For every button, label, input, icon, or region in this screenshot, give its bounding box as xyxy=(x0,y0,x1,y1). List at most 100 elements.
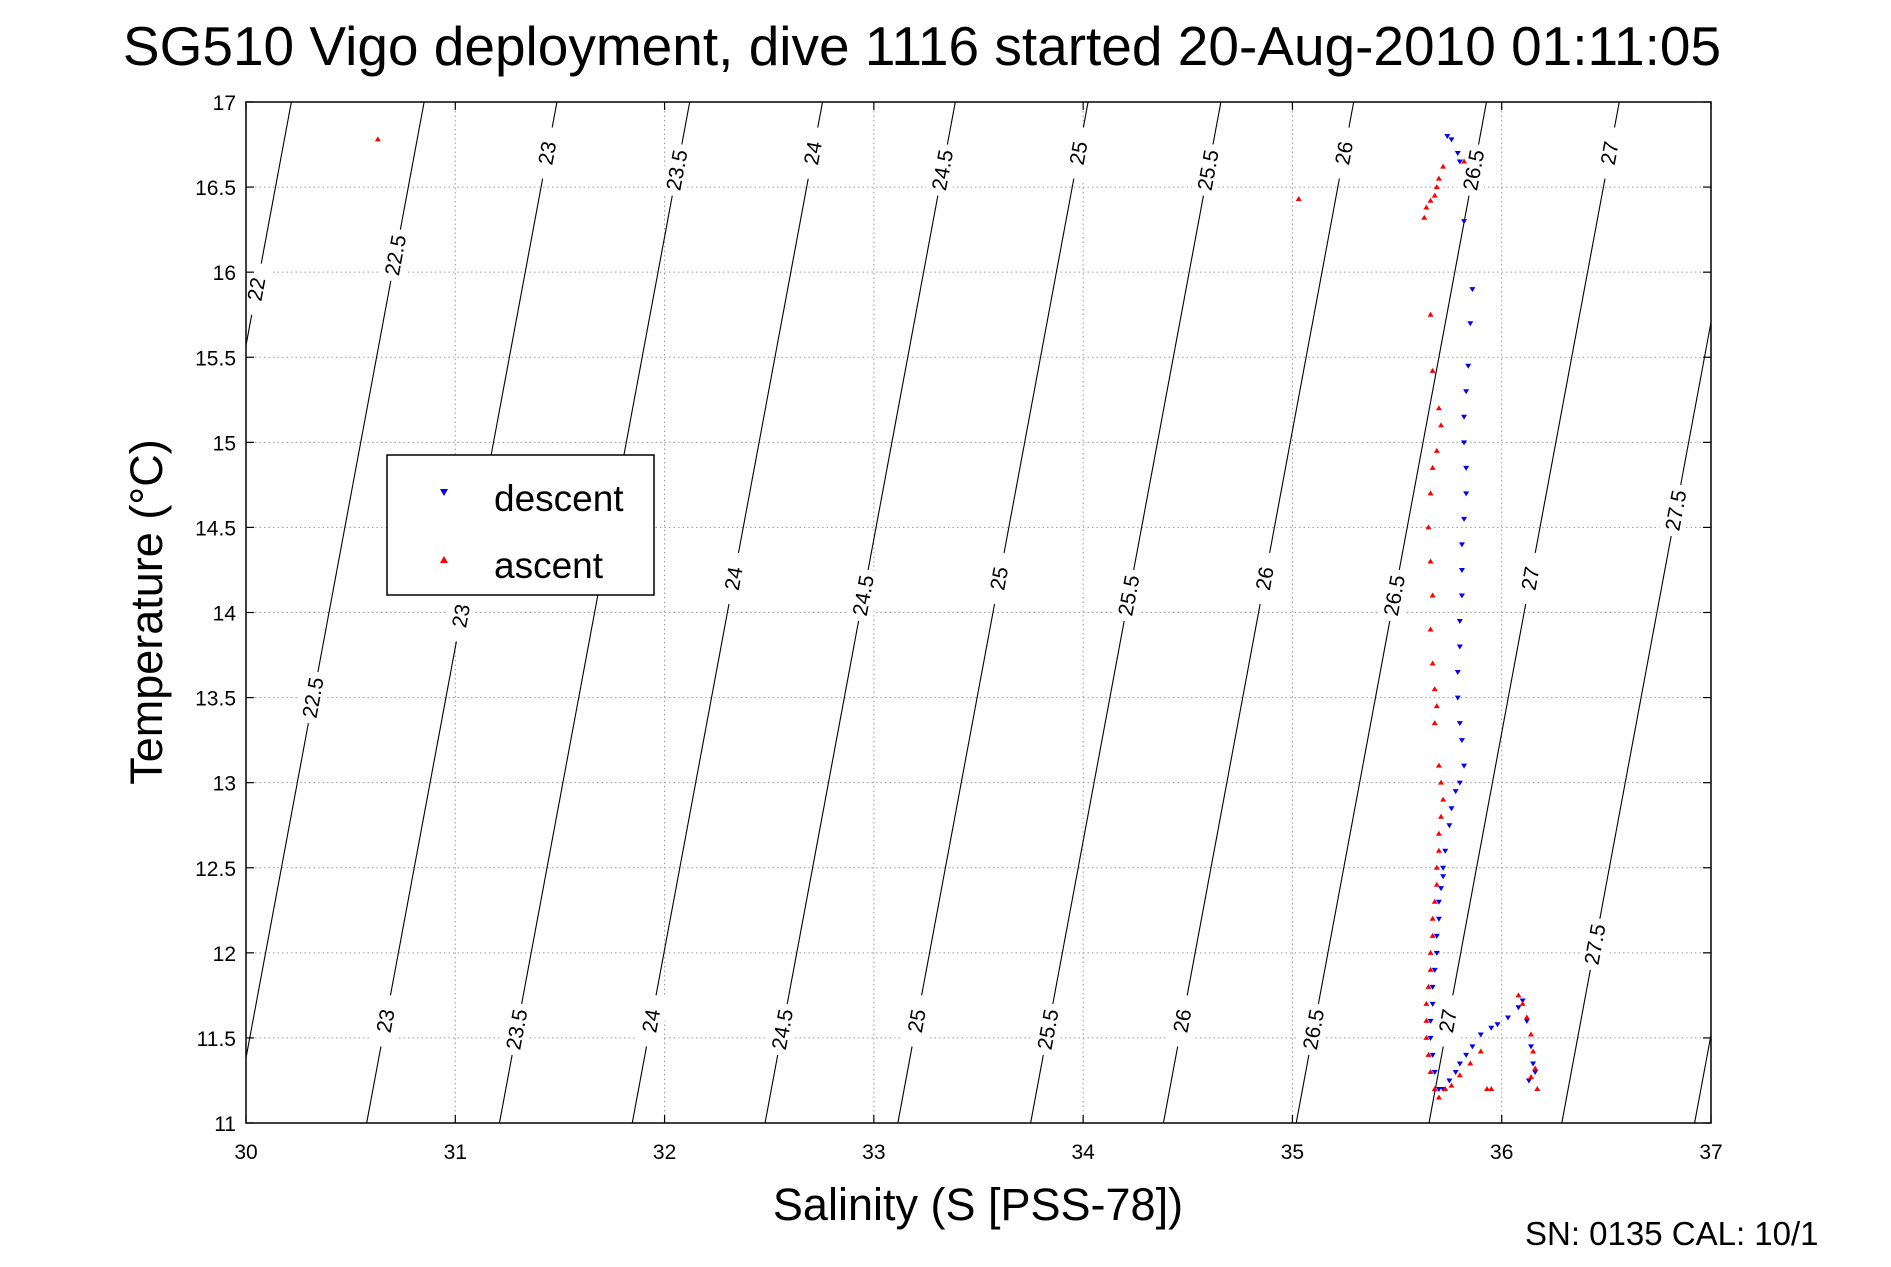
descent-point xyxy=(1525,1078,1532,1084)
descent-point xyxy=(1463,1052,1470,1058)
ascent-point xyxy=(1530,1048,1537,1054)
descent-point xyxy=(1494,1022,1501,1028)
descent-point xyxy=(1523,1018,1530,1024)
contour-label: 27 xyxy=(1518,565,1545,592)
x-axis-label: Salinity (S [PSS-78]) xyxy=(773,1179,1183,1230)
ascent-point xyxy=(1431,1085,1438,1091)
descent-point xyxy=(1467,321,1474,327)
footer-calibration: SN: 0135 CAL: 10/1 xyxy=(1525,1215,1819,1252)
ascent-point xyxy=(1427,558,1434,564)
contour-label-bg xyxy=(795,125,831,181)
descent-point xyxy=(1454,670,1461,676)
y-tick-label: 13.5 xyxy=(195,688,236,711)
ascent-point xyxy=(1438,422,1445,428)
ascent-point xyxy=(374,136,381,142)
contour-label-bg xyxy=(1592,125,1628,181)
ascent-point xyxy=(1433,184,1440,190)
ascent-point xyxy=(1528,1074,1535,1080)
contour-label: 25 xyxy=(904,1007,931,1034)
contour-label-bg xyxy=(1190,142,1226,199)
contour-label-bg xyxy=(899,992,935,1049)
contour-label-bg xyxy=(981,550,1017,607)
ascent-point xyxy=(1442,1085,1449,1091)
descent-point xyxy=(1465,363,1472,369)
contour-label-bg xyxy=(368,992,404,1049)
contour-label-bg xyxy=(1247,550,1283,607)
x-tick-label: 36 xyxy=(1490,1141,1513,1164)
descent-point xyxy=(1435,1086,1442,1092)
ascent-point xyxy=(1440,796,1447,802)
ascent-point xyxy=(1427,311,1434,317)
contour-label-bg xyxy=(1111,567,1147,624)
descent-point xyxy=(1530,1061,1537,1067)
ascent-point xyxy=(1448,1082,1455,1088)
ascent-point xyxy=(1423,1034,1430,1040)
ascent-point xyxy=(1429,464,1436,470)
descent-point xyxy=(1532,1069,1539,1075)
ascent-point xyxy=(1461,158,1468,164)
legend-marker-ascent xyxy=(440,556,448,563)
descent-point xyxy=(1454,695,1461,701)
contour-label-bg xyxy=(845,567,881,624)
ascent-point xyxy=(1438,813,1445,819)
ascent-point xyxy=(1484,1085,1491,1091)
legend-marker-descent xyxy=(440,489,448,496)
ascent-point xyxy=(1429,660,1436,666)
y-tick-label: 12 xyxy=(213,943,236,966)
ascent-point xyxy=(1467,1060,1474,1066)
density-contour-line xyxy=(1428,101,1620,1124)
y-tick-label: 14 xyxy=(213,603,237,626)
y-tick-label: 15.5 xyxy=(195,347,236,370)
x-tick-label: 32 xyxy=(653,1141,676,1164)
ascent-point xyxy=(1435,175,1442,181)
y-axis-ticks: 11 11.5 12 12.5 13 13.5 14 14.5 15 15.5 16 16.5 17 xyxy=(195,92,1711,1136)
descent-point xyxy=(1435,899,1442,905)
descent-point xyxy=(1461,219,1468,225)
y-tick-label: 11 xyxy=(214,1113,236,1136)
descent-point xyxy=(1456,780,1463,786)
contour-label-bg xyxy=(633,992,669,1049)
ascent-point xyxy=(1423,1017,1430,1023)
descent-point xyxy=(1463,491,1470,497)
y-axis-label: Temperature (°C) xyxy=(121,439,172,785)
descent-point xyxy=(1446,823,1453,829)
contour-label-bg xyxy=(1326,125,1362,181)
descent-point xyxy=(1433,950,1440,956)
data-points xyxy=(374,134,1541,1100)
descent-point xyxy=(1438,886,1445,892)
legend: descent ascent xyxy=(386,454,655,596)
descent-point xyxy=(1463,389,1470,395)
descent-point xyxy=(1461,763,1468,769)
y-tick-label: 15 xyxy=(213,432,236,455)
ascent-point xyxy=(1431,720,1438,726)
contour-label-bg xyxy=(295,669,331,726)
ascent-point xyxy=(1429,915,1436,921)
ascent-point xyxy=(1423,1000,1430,1006)
ascent-point xyxy=(1433,703,1440,709)
y-tick-label: 17 xyxy=(213,92,236,115)
contour-label: 22 xyxy=(244,276,271,303)
ascent-point xyxy=(1431,192,1438,198)
ascent-point xyxy=(1534,1085,1541,1091)
contour-label-bg xyxy=(378,227,414,284)
descent-point xyxy=(1456,721,1463,727)
contour-label-bg xyxy=(1061,125,1097,181)
descent-point xyxy=(1427,1018,1434,1024)
contour-label-bg xyxy=(659,142,695,199)
contour-label: 23 xyxy=(534,140,561,167)
descent-point xyxy=(1515,1005,1522,1011)
legend-label-descent: descent xyxy=(494,478,624,519)
descent-point xyxy=(1444,134,1451,140)
contour-label: 25 xyxy=(986,565,1013,592)
ascent-point xyxy=(1519,1000,1526,1006)
contour-label-bg xyxy=(716,550,752,607)
descent-point xyxy=(1469,1044,1476,1050)
contour-label-bg xyxy=(529,125,565,181)
chart-title: SG510 Vigo deployment, dive 1116 started… xyxy=(123,15,1721,77)
descent-point xyxy=(1458,542,1465,548)
contour-label-bg xyxy=(443,587,479,644)
contour-label-bg xyxy=(1376,567,1413,624)
ascent-point xyxy=(1429,932,1436,938)
ascent-point xyxy=(1488,1085,1495,1091)
